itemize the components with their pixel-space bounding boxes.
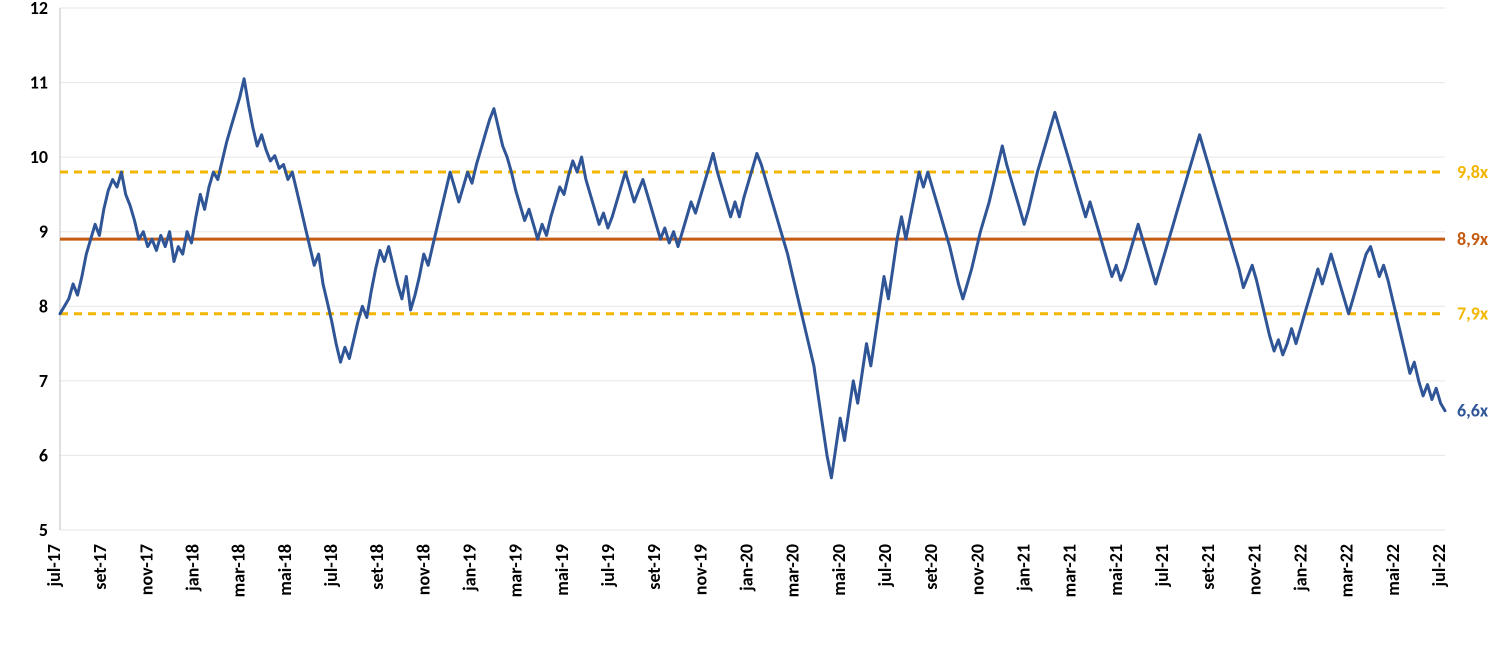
x-tick-label: jul-22	[1428, 544, 1450, 587]
x-tick-label: mar-18	[228, 544, 250, 597]
x-tick-label: jul-20	[874, 544, 896, 587]
x-tick-label: mar-19	[505, 544, 527, 597]
y-tick-label: 10	[30, 146, 48, 168]
reference-label: 7,9x	[1457, 303, 1489, 325]
x-tick-label: nov-19	[689, 544, 711, 595]
x-tick-label: nov-17	[135, 544, 157, 595]
x-tick-label: jul-21	[1151, 544, 1173, 587]
x-tick-label: mar-20	[782, 544, 804, 597]
y-tick-label: 12	[30, 0, 48, 19]
x-tick-label: set-17	[89, 544, 111, 590]
x-tick-label: jan-19	[459, 544, 481, 592]
y-tick-label: 6	[39, 444, 48, 466]
x-tick-label: jul-17	[43, 544, 65, 587]
x-tick-label: nov-18	[412, 544, 434, 595]
x-tick-label: nov-21	[1243, 544, 1265, 595]
x-tick-label: mai-20	[828, 544, 850, 596]
x-tick-label: set-19	[643, 544, 665, 590]
reference-label: 8,9x	[1457, 228, 1489, 250]
x-tick-label: mai-22	[1382, 544, 1404, 596]
x-tick-label: mar-21	[1059, 544, 1081, 597]
y-tick-label: 11	[30, 72, 48, 94]
reference-label: 9,8x	[1457, 161, 1489, 183]
x-tick-label: mai-19	[551, 544, 573, 596]
series-end-label: 6,6x	[1457, 400, 1489, 422]
y-tick-label: 8	[39, 295, 48, 317]
y-tick-label: 9	[39, 221, 48, 243]
x-tick-label: mai-18	[274, 544, 296, 596]
chart-svg: 5 6 7 8 9 10 11 12 jul-17 set-17 nov-17 jan-18 mar-1…	[0, 0, 1511, 646]
x-tick-label: set-18	[366, 544, 388, 590]
y-tick-label: 5	[39, 519, 48, 541]
x-tick-label: set-20	[920, 544, 942, 590]
chart-container: 5 6 7 8 9 10 11 12 jul-17 set-17 nov-17 jan-18 mar-1…	[0, 0, 1511, 646]
x-tick-label: mai-21	[1105, 544, 1127, 596]
x-tick-label: jan-22	[1290, 544, 1312, 592]
x-tick-label: nov-20	[966, 544, 988, 595]
x-tick-label: jul-18	[320, 544, 342, 587]
y-tick-label: 7	[39, 370, 48, 392]
x-tick-label: set-21	[1197, 544, 1219, 590]
x-tick-label: jan-21	[1013, 544, 1035, 592]
x-tick-label: jan-20	[736, 544, 758, 592]
x-tick-label: jul-19	[597, 544, 619, 587]
x-tick-label: mar-22	[1336, 544, 1358, 597]
x-tick-label: jan-18	[182, 544, 204, 592]
